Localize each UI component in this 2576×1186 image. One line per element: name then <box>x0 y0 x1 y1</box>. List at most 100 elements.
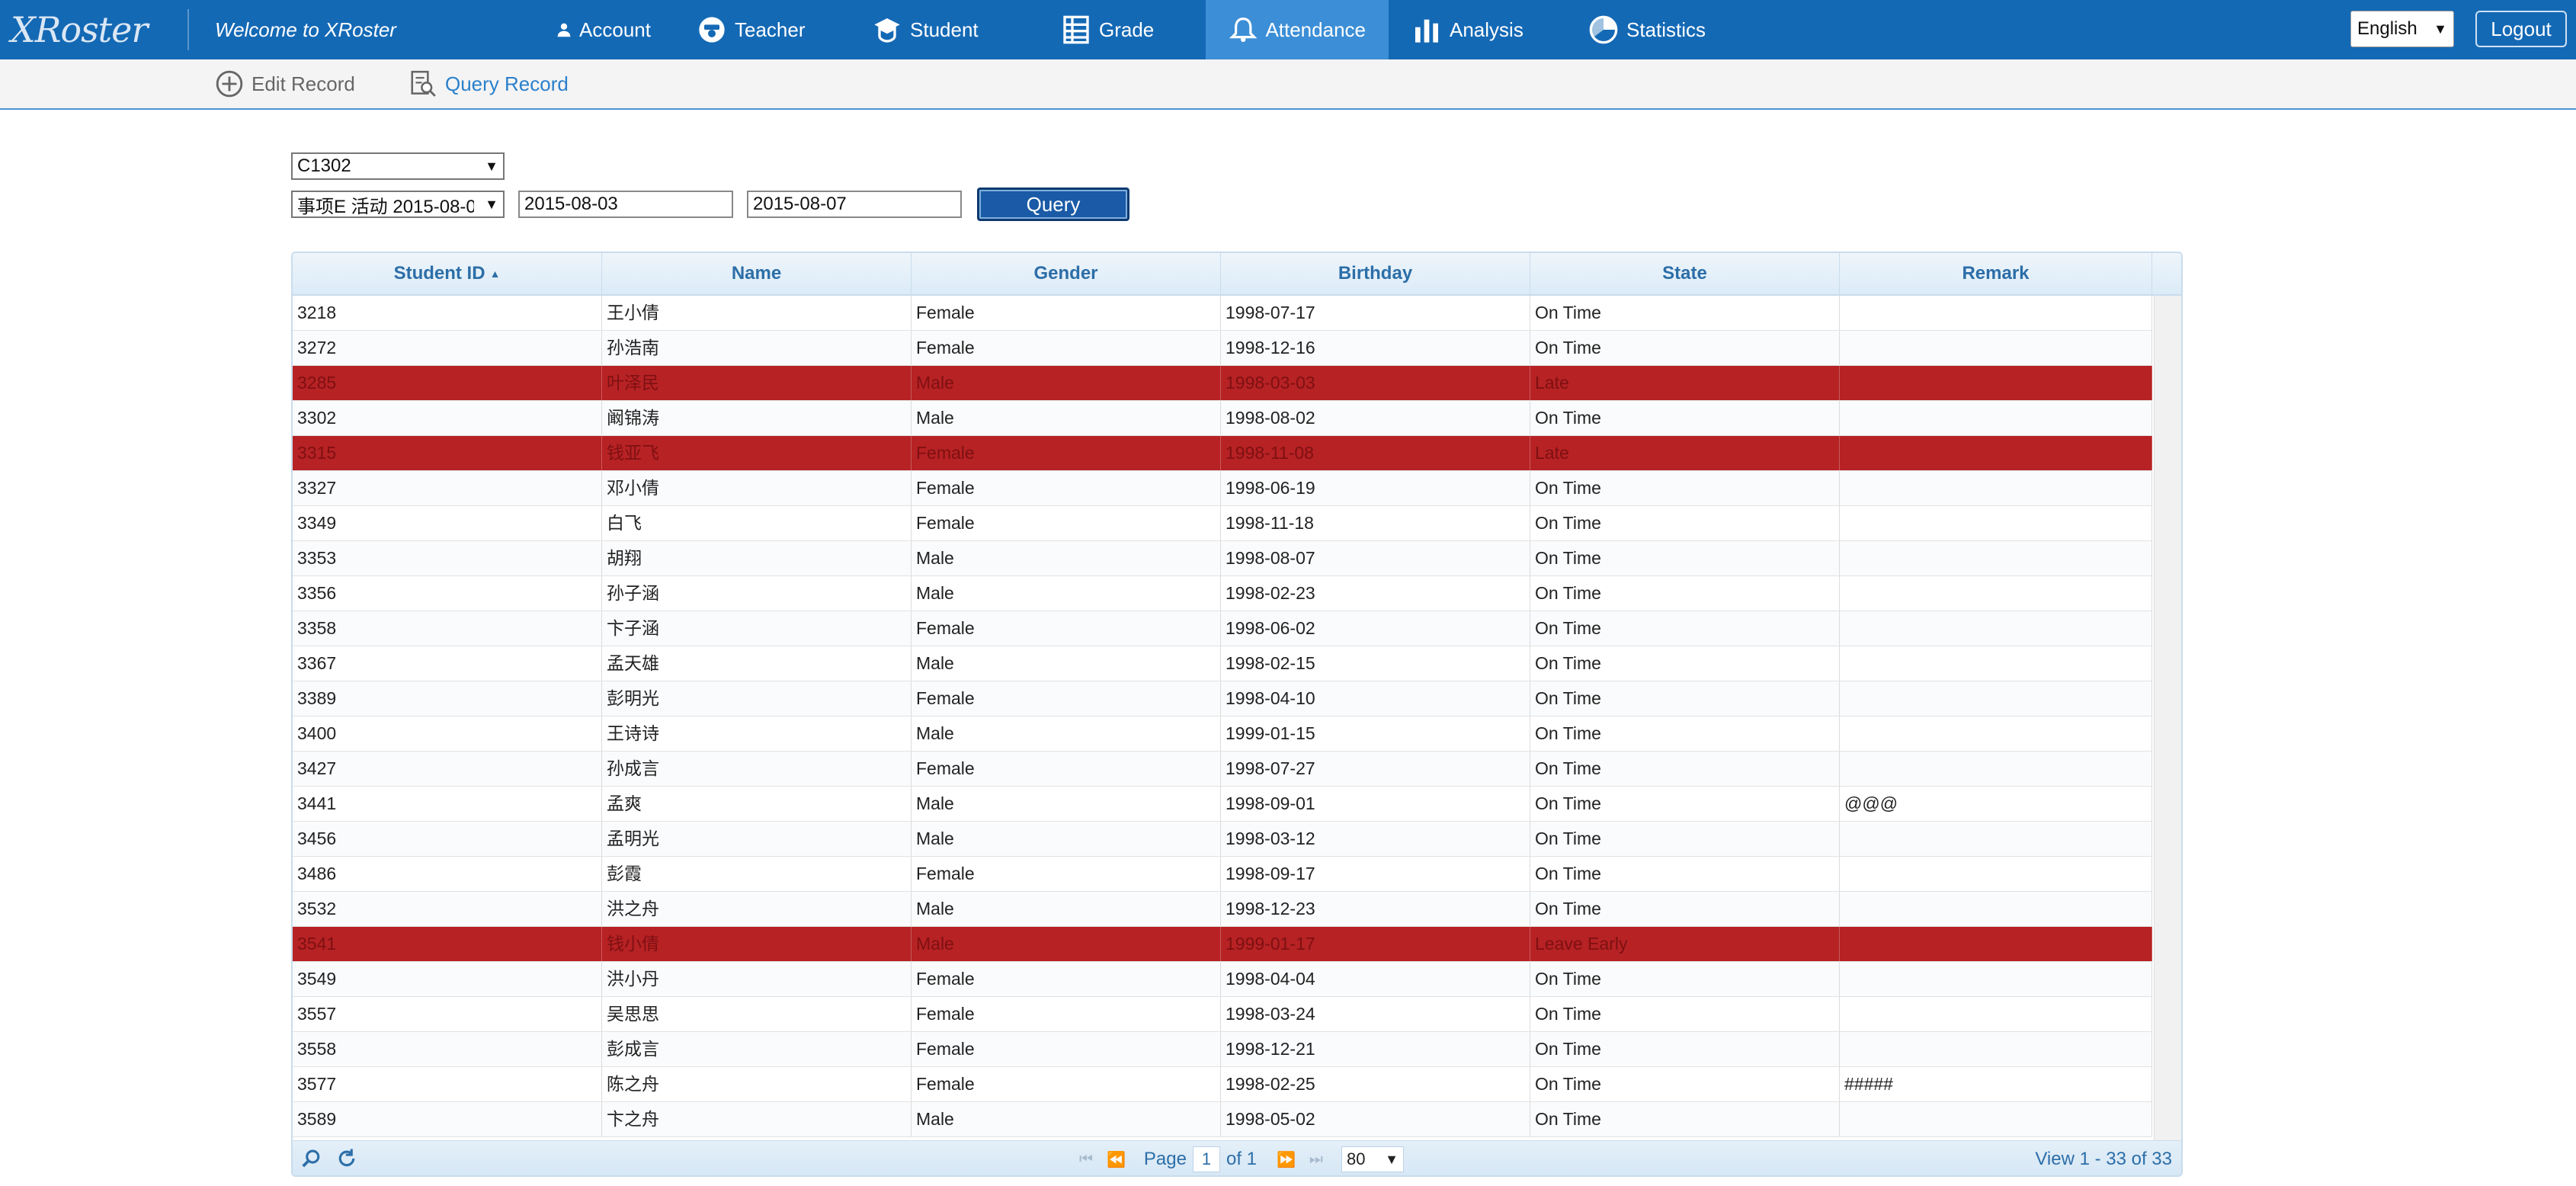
nav-analysis[interactable]: Analysis <box>1389 0 1565 59</box>
event-select[interactable]: 事项E 活动 2015-08-03 ▼ <box>291 191 505 218</box>
table-row[interactable]: 3577 陈之舟 Female 1998-02-25 On Time ##### <box>293 1067 2152 1102</box>
column-header-label: Gender <box>1033 263 1098 284</box>
first-page-icon[interactable]: ⏮ <box>1079 1150 1093 1168</box>
vertical-scrollbar[interactable] <box>2154 296 2181 1142</box>
cell-gender: Female <box>912 962 1221 996</box>
cell-name: 孙成言 <box>602 752 912 786</box>
cell-name: 卞之舟 <box>602 1102 912 1136</box>
nav-account[interactable]: Account <box>533 0 674 59</box>
cell-state: On Time <box>1530 611 1840 646</box>
cell-student-id: 3532 <box>293 892 602 926</box>
page-number-input[interactable]: 1 <box>1192 1146 1220 1172</box>
logout-button[interactable]: Logout <box>2475 11 2567 47</box>
cell-state: On Time <box>1530 962 1840 996</box>
cell-name: 洪之舟 <box>602 892 912 926</box>
nav-statistics[interactable]: Statistics <box>1565 0 1748 59</box>
next-page-icon[interactable]: ⏩ <box>1277 1151 1296 1168</box>
cell-student-id: 3272 <box>293 331 602 365</box>
table-row[interactable]: 3272 孙浩南 Female 1998-12-16 On Time <box>293 331 2152 366</box>
cell-gender: Female <box>912 331 1221 365</box>
cell-state: On Time <box>1530 1032 1840 1066</box>
column-header-name[interactable]: Name <box>602 253 912 294</box>
table-row[interactable]: 3353 胡翔 Male 1998-08-07 On Time <box>293 541 2152 576</box>
nav-teacher[interactable]: Teacher <box>674 0 849 59</box>
cell-student-id: 3456 <box>293 822 602 856</box>
table-row[interactable]: 3218 王小倩 Female 1998-07-17 On Time <box>293 296 2152 331</box>
cell-student-id: 3353 <box>293 541 602 575</box>
nav-label: Analysis <box>1450 18 1523 41</box>
event-select-value: 事项E 活动 2015-08-03 <box>297 196 474 217</box>
cell-student-id: 3349 <box>293 506 602 540</box>
refresh-icon[interactable] <box>335 1147 358 1170</box>
table-row[interactable]: 3400 王诗诗 Male 1999-01-15 On Time <box>293 716 2152 752</box>
end-date-input[interactable]: 2015-08-07 <box>747 191 962 218</box>
class-select[interactable]: C1302 ▼ <box>291 152 505 180</box>
table-row[interactable]: 3315 钱亚飞 Female 1998-11-08 Late <box>293 436 2152 471</box>
table-row[interactable]: 3367 孟天雄 Male 1998-02-15 On Time <box>293 646 2152 681</box>
search-icon[interactable] <box>300 1147 323 1170</box>
table-row[interactable]: 3356 孙子涵 Male 1998-02-23 On Time <box>293 576 2152 611</box>
grade-table-icon <box>1063 15 1089 44</box>
prev-page-icon[interactable]: ⏪ <box>1107 1151 1126 1168</box>
table-row[interactable]: 3327 邓小倩 Female 1998-06-19 On Time <box>293 471 2152 506</box>
cell-birthday: 1998-09-01 <box>1221 787 1530 821</box>
cell-student-id: 3389 <box>293 681 602 716</box>
cell-name: 孟明光 <box>602 822 912 856</box>
page-of-label: of 1 <box>1226 1149 1257 1169</box>
top-navbar: XRoster Welcome to XRoster Account Teach… <box>0 0 2576 59</box>
table-row[interactable]: 3427 孙成言 Female 1998-07-27 On Time <box>293 752 2152 787</box>
nav-grade[interactable]: Grade <box>1038 0 1206 59</box>
cell-gender: Male <box>912 541 1221 575</box>
rows-per-page-select[interactable]: 80 ▼ <box>1341 1146 1404 1172</box>
table-row[interactable]: 3541 钱小倩 Male 1999-01-17 Leave Early <box>293 927 2152 962</box>
table-row[interactable]: 3456 孟明光 Male 1998-03-12 On Time <box>293 822 2152 857</box>
cell-name: 王诗诗 <box>602 716 912 751</box>
column-header-birthday[interactable]: Birthday <box>1221 253 1530 294</box>
table-row[interactable]: 3557 吴思思 Female 1998-03-24 On Time <box>293 997 2152 1032</box>
brand-logo[interactable]: XRoster <box>11 9 148 50</box>
column-header-student-id[interactable]: Student ID ▲ <box>293 253 602 294</box>
cell-state: On Time <box>1530 787 1840 821</box>
table-row[interactable]: 3349 白飞 Female 1998-11-18 On Time <box>293 506 2152 541</box>
nav-student[interactable]: Student <box>849 0 1038 59</box>
table-row[interactable]: 3486 彭霞 Female 1998-09-17 On Time <box>293 857 2152 892</box>
cell-student-id: 3358 <box>293 611 602 646</box>
nav-label: Grade <box>1099 18 1155 41</box>
table-row[interactable]: 3589 卞之舟 Male 1998-05-02 On Time <box>293 1102 2152 1137</box>
table-row[interactable]: 3285 叶泽民 Male 1998-03-03 Late <box>293 366 2152 401</box>
cell-remark <box>1840 366 2152 400</box>
nav-attendance[interactable]: Attendance <box>1206 0 1389 59</box>
column-header-gender[interactable]: Gender <box>912 253 1221 294</box>
table-row[interactable]: 3532 洪之舟 Male 1998-12-23 On Time <box>293 892 2152 927</box>
last-page-icon[interactable]: ⏭ <box>1309 1150 1323 1168</box>
cell-name: 彭明光 <box>602 681 912 716</box>
table-row[interactable]: 3358 卞子涵 Female 1998-06-02 On Time <box>293 611 2152 646</box>
table-row[interactable]: 3549 洪小丹 Female 1998-04-04 On Time <box>293 962 2152 997</box>
pie-chart-icon <box>1589 15 1618 44</box>
cell-remark <box>1840 962 2152 996</box>
table-row[interactable]: 3389 彭明光 Female 1998-04-10 On Time <box>293 681 2152 716</box>
cell-state: Late <box>1530 366 1840 400</box>
cell-gender: Male <box>912 716 1221 751</box>
cell-name: 阚锦涛 <box>602 401 912 435</box>
cell-birthday: 1998-03-03 <box>1221 366 1530 400</box>
cell-birthday: 1998-04-10 <box>1221 681 1530 716</box>
cell-gender: Female <box>912 611 1221 646</box>
teacher-icon <box>699 17 725 43</box>
cell-remark <box>1840 822 2152 856</box>
start-date-input[interactable]: 2015-08-03 <box>518 191 733 218</box>
chevron-down-icon: ▼ <box>485 196 498 212</box>
column-header-remark[interactable]: Remark <box>1840 253 2152 294</box>
edit-record-link[interactable]: Edit Record <box>215 59 355 108</box>
query-record-link[interactable]: Query Record <box>409 59 569 108</box>
column-header-state[interactable]: State <box>1530 253 1840 294</box>
table-row[interactable]: 3558 彭成言 Female 1998-12-21 On Time <box>293 1032 2152 1067</box>
table-row[interactable]: 3441 孟爽 Male 1998-09-01 On Time @@@ <box>293 787 2152 822</box>
cell-student-id: 3327 <box>293 471 602 505</box>
language-select[interactable]: English ▼ <box>2350 11 2454 47</box>
table-row[interactable]: 3302 阚锦涛 Male 1998-08-02 On Time <box>293 401 2152 436</box>
query-button[interactable]: Query <box>977 188 1129 221</box>
cell-name: 陈之舟 <box>602 1067 912 1101</box>
cell-birthday: 1999-01-15 <box>1221 716 1530 751</box>
column-header-label: State <box>1662 263 1707 284</box>
